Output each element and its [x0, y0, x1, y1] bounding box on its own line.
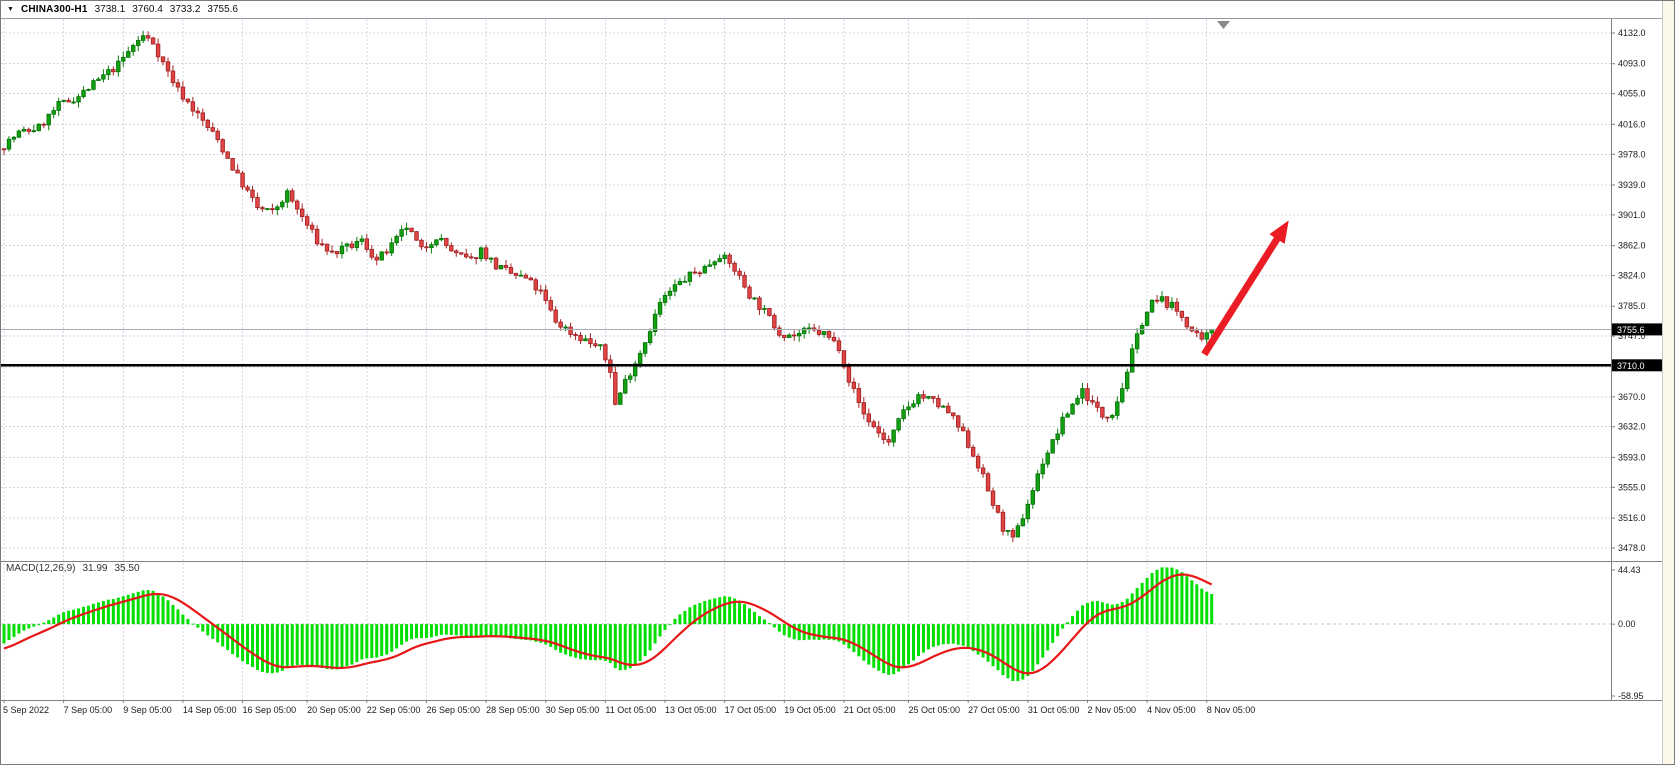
candles-layer [1, 30, 1214, 543]
svg-text:3862.0: 3862.0 [1618, 241, 1646, 251]
svg-text:27 Oct 05:00: 27 Oct 05:00 [968, 705, 1020, 715]
svg-text:7 Sep 05:00: 7 Sep 05:00 [64, 705, 113, 715]
svg-text:28 Sep 05:00: 28 Sep 05:00 [486, 705, 540, 715]
svg-text:19 Oct 05:00: 19 Oct 05:00 [784, 705, 836, 715]
svg-text:9 Sep 05:00: 9 Sep 05:00 [123, 705, 172, 715]
svg-text:0.00: 0.00 [1618, 619, 1636, 629]
svg-text:3901.0: 3901.0 [1618, 210, 1646, 220]
chart-shift-marker[interactable] [1217, 21, 1230, 29]
bid-price-badge: 3755.6 [1612, 323, 1665, 336]
svg-text:17 Oct 05:00: 17 Oct 05:00 [725, 705, 777, 715]
svg-text:44.43: 44.43 [1618, 565, 1641, 575]
svg-text:3978.0: 3978.0 [1618, 149, 1646, 159]
svg-text:22 Sep 05:00: 22 Sep 05:00 [367, 705, 421, 715]
svg-text:3593.0: 3593.0 [1618, 452, 1646, 462]
svg-text:3516.0: 3516.0 [1618, 513, 1646, 523]
macd-value-signal: 35.50 [114, 563, 140, 574]
macd-name: MACD(12,26,9) [6, 563, 76, 574]
svg-text:3710.0: 3710.0 [1617, 361, 1645, 371]
svg-text:16 Sep 05:00: 16 Sep 05:00 [243, 705, 297, 715]
svg-text:3747.0: 3747.0 [1618, 331, 1646, 341]
svg-text:8 Nov 05:00: 8 Nov 05:00 [1207, 705, 1256, 715]
svg-text:3670.0: 3670.0 [1618, 392, 1646, 402]
svg-text:5 Sep 2022: 5 Sep 2022 [3, 705, 49, 715]
symbol-dropdown-icon[interactable]: ▼ [7, 6, 14, 13]
svg-text:3755.6: 3755.6 [1617, 325, 1645, 335]
macd-indicator-label: MACD(12,26,9) 31.99 35.50 [6, 563, 147, 574]
svg-text:3478.0: 3478.0 [1618, 543, 1646, 553]
svg-text:21 Oct 05:00: 21 Oct 05:00 [844, 705, 896, 715]
svg-text:31 Oct 05:00: 31 Oct 05:00 [1028, 705, 1080, 715]
svg-text:4 Nov 05:00: 4 Nov 05:00 [1147, 705, 1196, 715]
ohlc-close: 3755.6 [207, 4, 238, 15]
price-gridlines [1, 32, 1611, 549]
macd-signal-line [3, 573, 1213, 675]
support-price-badge: 3710.0 [1612, 359, 1665, 372]
pane-frame [1, 19, 1674, 701]
symbol-title: CHINA300-H1 [20, 4, 88, 15]
svg-text:-58.95: -58.95 [1618, 691, 1644, 701]
macd-value-main: 31.99 [82, 563, 108, 574]
svg-text:30 Sep 05:00: 30 Sep 05:00 [546, 705, 600, 715]
ohlc-high: 3760.4 [132, 4, 163, 15]
time-gridlines [3, 19, 1208, 700]
svg-text:20 Sep 05:00: 20 Sep 05:00 [307, 705, 361, 715]
svg-text:14 Sep 05:00: 14 Sep 05:00 [183, 705, 237, 715]
svg-text:25 Oct 05:00: 25 Oct 05:00 [909, 705, 961, 715]
svg-text:4016.0: 4016.0 [1618, 119, 1646, 129]
ohlc-open: 3738.1 [94, 4, 126, 15]
svg-text:3824.0: 3824.0 [1618, 271, 1646, 281]
svg-text:4093.0: 4093.0 [1618, 59, 1646, 69]
svg-text:3939.0: 3939.0 [1618, 180, 1646, 190]
svg-text:11 Oct 05:00: 11 Oct 05:00 [605, 705, 656, 715]
svg-text:4055.0: 4055.0 [1618, 89, 1646, 99]
top-bar: ▼ CHINA300-H1 3738.1 3760.4 3733.2 3755.… [1, 1, 1674, 19]
macd-axis: 44.43 0.00 -58.95 [1611, 565, 1644, 701]
svg-text:3555.0: 3555.0 [1618, 482, 1646, 492]
time-axis: 5 Sep 2022 7 Sep 05:00 9 Sep 05:00 14 Sep 0… [3, 700, 1255, 715]
svg-text:4132.0: 4132.0 [1618, 28, 1646, 38]
ohlc-low: 3733.2 [169, 4, 201, 15]
price-axis: 4132.0 4093.0 4055.0 4016.0 3978.0 3939.0 3901… [1611, 28, 1646, 553]
svg-text:26 Sep 05:00: 26 Sep 05:00 [426, 705, 480, 715]
chart-canvas[interactable]: 4132.0 4093.0 4055.0 4016.0 3978.0 3939.0 3901… [1, 19, 1675, 765]
window-edge-strip [1662, 1, 1674, 764]
svg-text:13 Oct 05:00: 13 Oct 05:00 [665, 705, 717, 715]
macd-histogram [2, 567, 1214, 682]
svg-text:3785.0: 3785.0 [1618, 301, 1646, 311]
trend-arrow[interactable] [1201, 220, 1289, 357]
svg-text:3632.0: 3632.0 [1618, 422, 1646, 432]
svg-text:2 Nov 05:00: 2 Nov 05:00 [1087, 705, 1136, 715]
